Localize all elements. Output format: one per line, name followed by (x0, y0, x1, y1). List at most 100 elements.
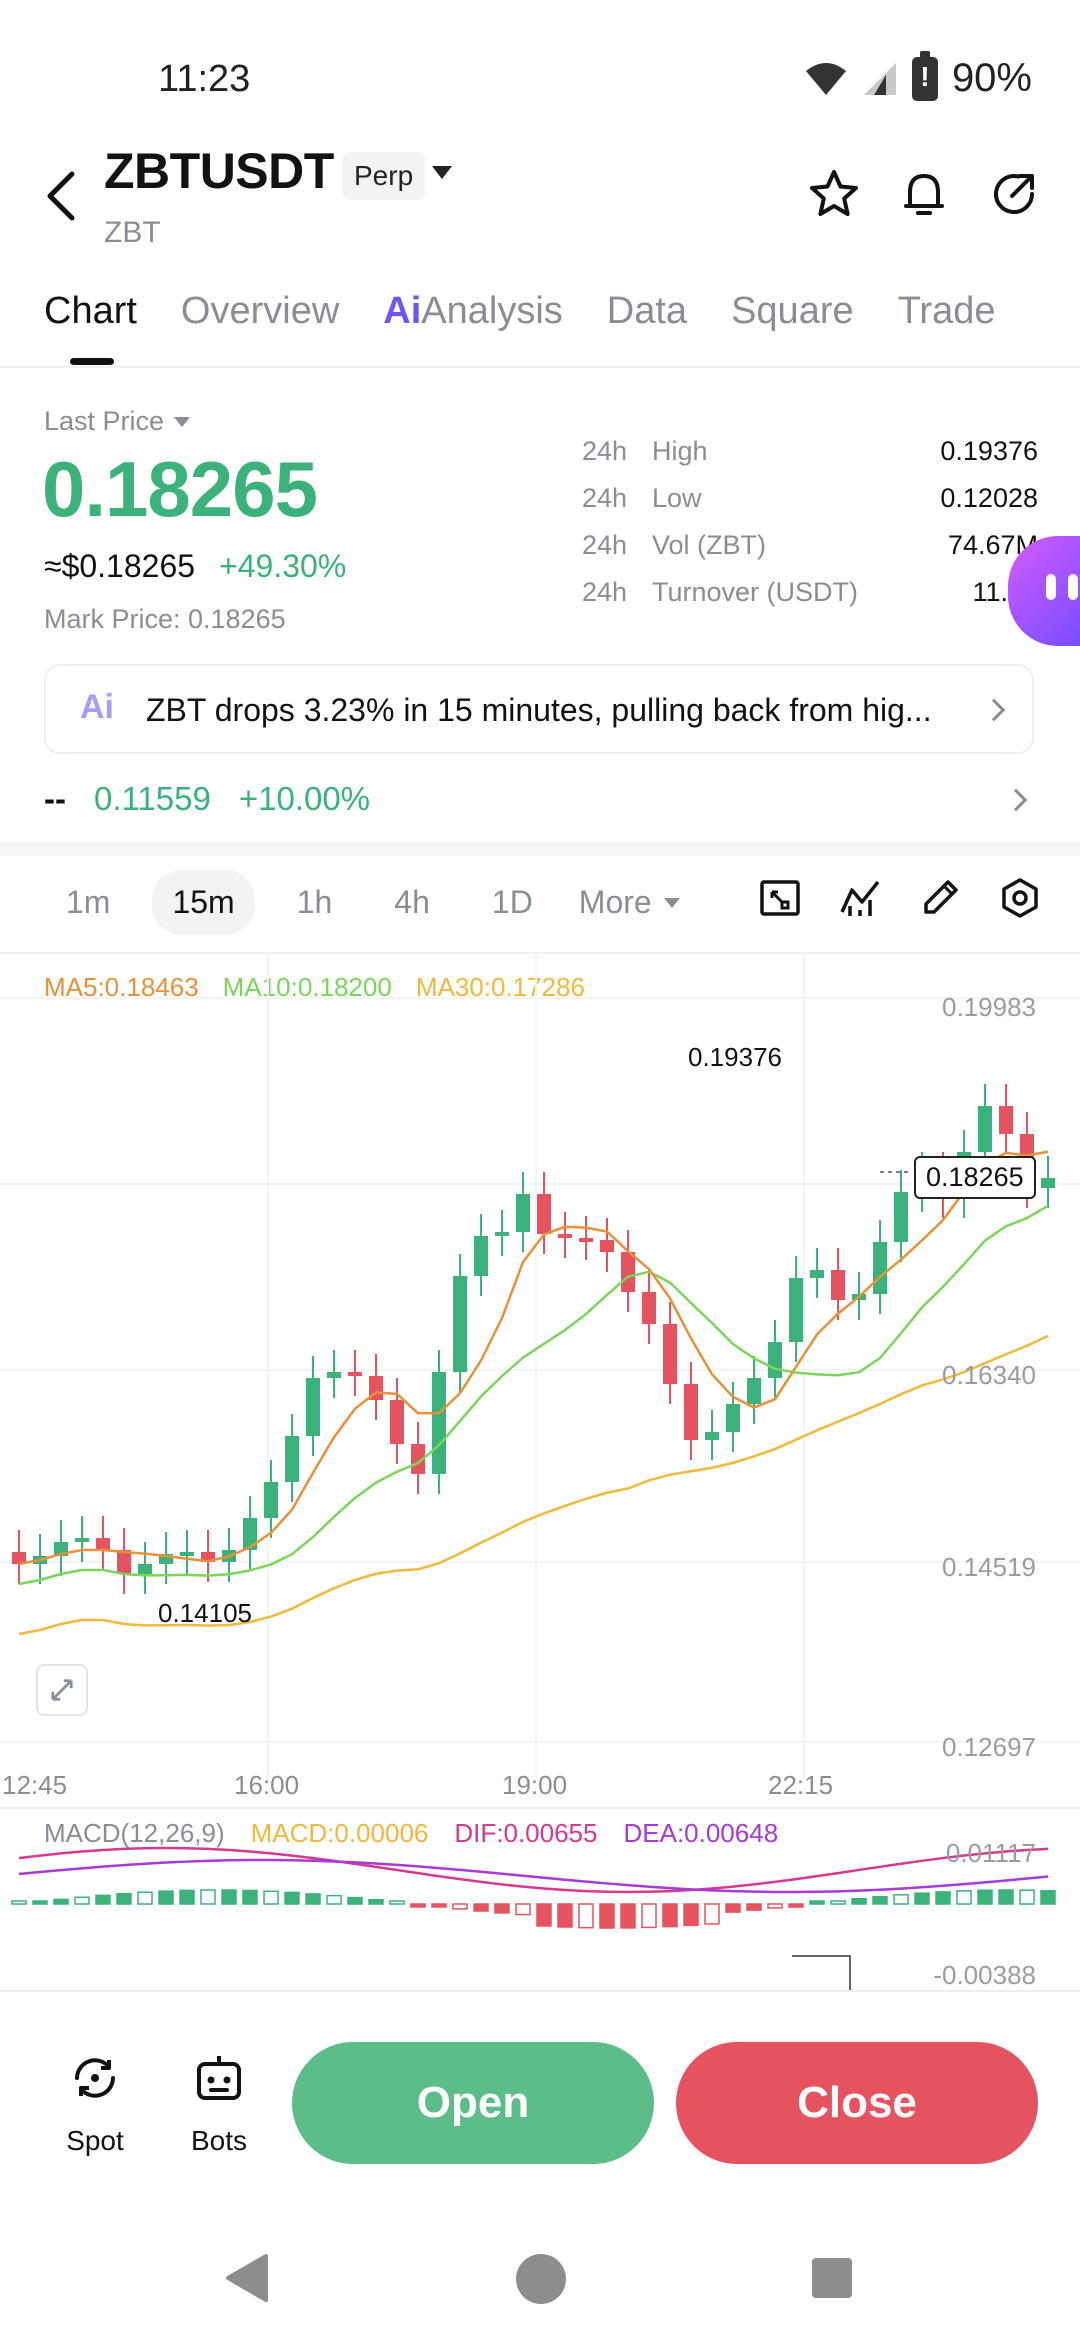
macd-histogram-bar (179, 1889, 195, 1905)
divider (0, 952, 1080, 954)
spot-button[interactable]: Spot (50, 2050, 140, 2157)
draw-pencil-icon[interactable] (918, 876, 962, 920)
tab-chart[interactable]: Chart (44, 290, 137, 332)
macd-histogram-bar (767, 1903, 783, 1909)
macd-histogram-bar (53, 1898, 69, 1905)
news-text: ZBT drops 3.23% in 15 minutes, pulling b… (146, 692, 932, 728)
expand-chart-icon[interactable] (36, 1664, 88, 1716)
chart-resize-icon[interactable] (758, 876, 802, 920)
chevron-down-icon (663, 897, 680, 908)
open-position-button[interactable]: Open (292, 2042, 654, 2164)
tab-overview[interactable]: Overview (180, 290, 340, 332)
macd-histogram-bar (746, 1903, 762, 1911)
funding-percent: +10.00% (238, 780, 371, 817)
robot-icon (197, 2056, 241, 2100)
bots-button[interactable]: Bots (174, 2050, 264, 2157)
candle-body (537, 1194, 551, 1234)
last-price-selector[interactable]: Last Price (44, 406, 191, 437)
macd-histogram-bar (620, 1903, 636, 1929)
nav-recents-icon[interactable] (810, 2256, 854, 2300)
more-intervals-button[interactable]: More (575, 884, 680, 921)
macd-histogram-bar (263, 1890, 279, 1905)
indicators-icon[interactable] (838, 876, 882, 920)
perp-badge[interactable]: Perp (342, 152, 426, 200)
macd-histogram-bar (137, 1891, 153, 1905)
candle-body (411, 1444, 425, 1474)
candle-body (306, 1378, 320, 1436)
stat-row: 24h High 0.19376 (582, 428, 1038, 475)
divider (0, 1990, 1080, 1992)
macd-histogram-bar (851, 1898, 867, 1905)
chevron-down-icon (174, 416, 191, 427)
macd-histogram-bar (809, 1900, 825, 1905)
status-icons: 90% (804, 50, 1032, 101)
nav-home-icon[interactable] (514, 2252, 568, 2306)
macd-histogram-bar (830, 1900, 846, 1905)
pair-title[interactable]: ZBTUSDT (104, 143, 334, 199)
interval-15m[interactable]: 15m (152, 870, 255, 935)
bell-icon[interactable] (898, 168, 950, 220)
close-position-button[interactable]: Close (676, 2042, 1038, 2164)
macd-histogram-bar (368, 1899, 384, 1905)
nav-back-icon[interactable] (222, 2252, 270, 2304)
stat-period: 24h (582, 530, 628, 560)
share-icon[interactable] (988, 168, 1040, 220)
macd-legend: MACD(12,26,9) MACD:0.00006 DIF:0.00655 D… (44, 1818, 778, 1849)
candle-body (999, 1106, 1013, 1134)
macd-histogram-bar (305, 1893, 321, 1905)
tab-analysis[interactable]: AiAnalysis (383, 290, 563, 333)
ai-assistant-bubble-icon[interactable] (1008, 536, 1080, 646)
candle-body (159, 1554, 173, 1564)
star-icon[interactable] (808, 168, 860, 220)
back-arrow-icon[interactable] (40, 168, 84, 224)
last-price: 0.18265 (42, 445, 318, 533)
macd-histogram-bar (11, 1900, 27, 1905)
tab-trade[interactable]: Trade (897, 290, 996, 332)
bots-label: Bots (190, 2125, 248, 2156)
macd-histogram-bar (725, 1903, 741, 1913)
macd-histogram-bar (473, 1903, 489, 1912)
battery-icon (911, 50, 938, 101)
candle-body (348, 1372, 362, 1376)
candle-body (453, 1276, 467, 1372)
macd-histogram-bar (557, 1903, 573, 1928)
wifi-icon (805, 62, 846, 95)
candle-body (138, 1564, 152, 1574)
funding-value: 0.11559 (93, 780, 211, 817)
stat-row: 24h Turnover (USDT) 11.90 (582, 569, 1038, 616)
interval-1d[interactable]: 1D (491, 884, 533, 920)
tab-bar: Chart Overview AiAnalysis Data Square Tr… (44, 290, 995, 333)
candle-body (663, 1324, 677, 1384)
pair-dropdown-caret-icon[interactable] (432, 166, 452, 179)
candle-body (264, 1482, 278, 1518)
candle-body (642, 1292, 656, 1324)
chevron-right-icon[interactable] (1004, 788, 1028, 812)
macd-histogram-bar (935, 1891, 951, 1905)
dif-value: DIF:0.00655 (454, 1818, 598, 1848)
ai-news-banner[interactable]: Ai ZBT drops 3.23% in 15 minutes, pullin… (44, 664, 1034, 754)
candle-body (768, 1342, 782, 1378)
candle-body (117, 1550, 131, 1574)
candle-body (495, 1232, 509, 1236)
macd-y-axis-label: -0.00388 (933, 1960, 1036, 1990)
chart-settings-icon[interactable] (998, 876, 1042, 920)
candle-body (558, 1234, 572, 1238)
dea-value: DEA:0.00648 (623, 1818, 779, 1848)
y-axis-label: 0.19983 (942, 992, 1036, 1022)
macd-histogram-bar (431, 1903, 447, 1908)
active-tab-indicator (70, 358, 114, 365)
tab-square[interactable]: Square (731, 290, 854, 332)
tab-data[interactable]: Data (606, 290, 688, 332)
more-label: More (578, 884, 652, 920)
candle-body (12, 1552, 26, 1564)
macd-histogram-bar (788, 1903, 804, 1908)
macd-value: MACD:0.00006 (250, 1818, 429, 1848)
funding-row[interactable]: -- 0.11559 +10.00% (44, 780, 370, 818)
stat-label: Vol (ZBT) (652, 530, 767, 560)
interval-1m[interactable]: 1m (66, 884, 111, 920)
interval-4h[interactable]: 4h (394, 884, 430, 920)
y-axis-label: 0.14519 (942, 1552, 1036, 1582)
candle-body (789, 1278, 803, 1342)
interval-1h[interactable]: 1h (296, 884, 333, 920)
candle-body (978, 1106, 992, 1152)
